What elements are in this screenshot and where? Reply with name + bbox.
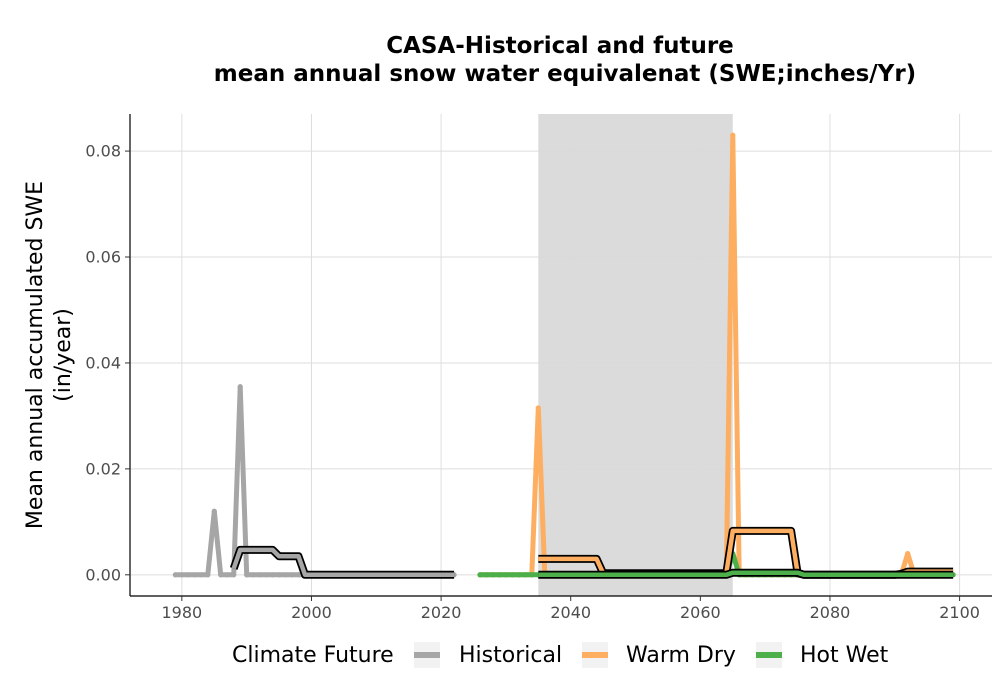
- plot-area: 1980 2000 2020 2040 2060 2080 2100 0.00 0.02 0.04…: [85, 114, 992, 622]
- data-point: [516, 572, 522, 578]
- legend-item-hot-wet: Hot Wet: [756, 642, 889, 668]
- legend-label-warm-dry: Warm Dry: [626, 643, 736, 668]
- data-point: [218, 572, 224, 578]
- data-point: [535, 405, 541, 411]
- data-point: [477, 572, 483, 578]
- data-point: [503, 572, 509, 578]
- data-point: [198, 572, 204, 578]
- data-point: [244, 572, 250, 578]
- data-point: [231, 572, 237, 578]
- data-point: [269, 572, 276, 578]
- data-point: [263, 572, 269, 578]
- chart-title-line1: CASA-Historical and future: [386, 33, 734, 59]
- data-point: [211, 508, 217, 514]
- data-point: [289, 572, 295, 578]
- data-point: [905, 551, 911, 557]
- trend-line-historical: [231, 547, 455, 578]
- x-tick-label: 2100: [939, 603, 980, 622]
- data-point: [483, 572, 490, 578]
- data-point: [730, 132, 736, 138]
- y-axis-title-line2: (in/year): [51, 308, 76, 402]
- chart-title-line2: mean annual snow water equivalenat (SWE;…: [214, 61, 916, 87]
- data-point: [509, 572, 515, 578]
- shaded-period: [538, 114, 733, 596]
- legend-label-historical: Historical: [459, 643, 562, 668]
- y-tick-label: 0.00: [85, 565, 121, 584]
- data-point: [490, 572, 496, 578]
- data-point: [295, 572, 302, 578]
- data-point: [276, 572, 282, 578]
- legend-label-hot-wet: Hot Wet: [800, 643, 889, 668]
- x-tick-label: 2000: [291, 603, 332, 622]
- data-point: [192, 572, 198, 578]
- legend: Climate Future Historical Warm Dry Hot W…: [232, 642, 889, 668]
- legend-item-historical: Historical: [414, 642, 562, 668]
- y-tick-label: 0.04: [85, 353, 121, 372]
- y-tick-label: 0.08: [85, 142, 121, 161]
- data-point: [496, 572, 503, 578]
- x-tick-label: 2040: [550, 603, 591, 622]
- y-tick-label: 0.02: [85, 459, 121, 478]
- data-point: [250, 572, 256, 578]
- data-point: [224, 572, 230, 578]
- data-point: [205, 572, 211, 578]
- legend-title: Climate Future: [232, 643, 394, 668]
- data-point: [529, 572, 535, 578]
- data-point: [237, 384, 243, 390]
- data-point: [172, 572, 178, 578]
- series-line-historical: [172, 384, 457, 578]
- x-tick-label: 2020: [421, 603, 462, 622]
- data-point: [179, 572, 185, 578]
- data-point: [282, 572, 289, 578]
- x-tick-label: 2080: [810, 603, 851, 622]
- trend-line-hot-wet: [538, 570, 954, 578]
- y-axis-title-line1: Mean annual accumulated SWE: [23, 181, 48, 529]
- x-tick-label: 1980: [161, 603, 202, 622]
- trend-outline-historical: [229, 545, 455, 579]
- y-tick-label: 0.06: [85, 248, 121, 267]
- data-point: [257, 572, 263, 578]
- legend-item-warm-dry: Warm Dry: [582, 642, 736, 668]
- data-point: [522, 572, 528, 578]
- data-point: [185, 572, 191, 578]
- x-tick-label: 2060: [680, 603, 721, 622]
